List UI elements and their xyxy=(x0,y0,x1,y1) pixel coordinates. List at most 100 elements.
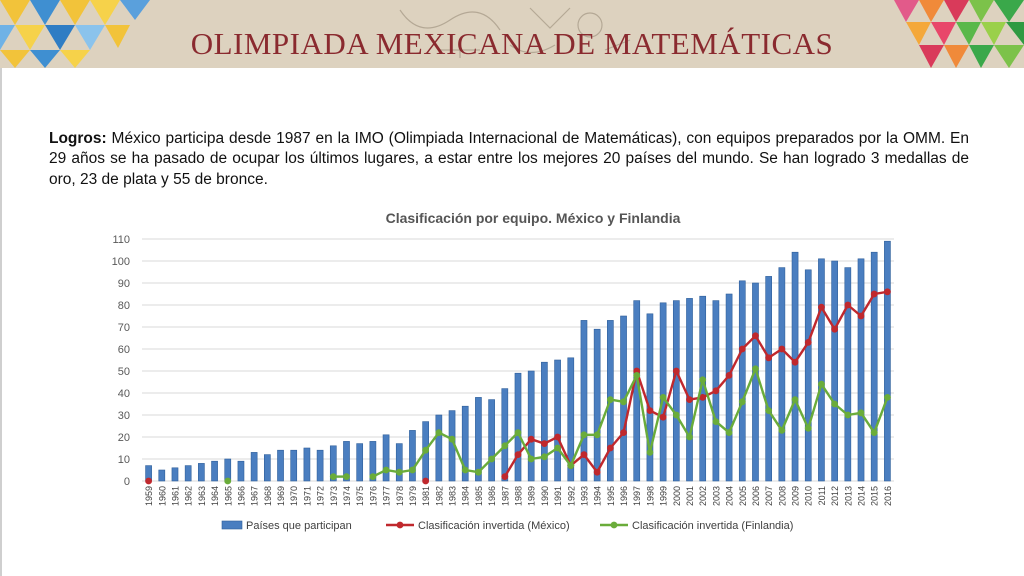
line-segment-mexico xyxy=(596,447,612,473)
point-finland xyxy=(686,433,693,441)
point-finland xyxy=(620,398,627,406)
line-segment-finland xyxy=(701,379,718,422)
legend-label-finland: Clasificación invertida (Finlandia) xyxy=(632,520,793,532)
y-tick-label: 60 xyxy=(118,344,130,356)
x-tick-label: 1998 xyxy=(645,486,655,506)
x-tick-label: 2001 xyxy=(685,486,695,506)
line-segment-finland xyxy=(807,383,823,429)
x-tick-label: 1989 xyxy=(527,486,537,506)
point-finland xyxy=(461,466,469,474)
bar-participants xyxy=(501,388,509,482)
point-finland xyxy=(699,376,707,384)
bar-participants xyxy=(382,434,390,482)
y-tick-label: 110 xyxy=(112,234,130,246)
line-segment-mexico xyxy=(728,348,744,376)
line-segment-finland xyxy=(569,434,586,467)
point-finland xyxy=(475,468,482,476)
triangle-pattern-left xyxy=(0,0,150,68)
point-mexico xyxy=(527,435,535,443)
x-tick-label: 1959 xyxy=(144,486,154,506)
bar-participants xyxy=(395,443,403,482)
bar-participants xyxy=(488,399,495,482)
bar-participants xyxy=(844,267,852,482)
x-tick-label: 1985 xyxy=(474,486,484,506)
bar-participants xyxy=(752,282,759,482)
bar-participants xyxy=(567,357,575,482)
x-tick-label: 1972 xyxy=(316,486,326,506)
bar-participants xyxy=(250,452,258,482)
point-finland xyxy=(369,473,377,480)
line-segment-finland xyxy=(873,396,889,434)
point-finland xyxy=(884,394,891,401)
y-tick-label: 90 xyxy=(118,278,130,290)
x-tick-label: 1966 xyxy=(236,486,246,506)
triangle-pattern-right xyxy=(894,0,1024,68)
point-mexico xyxy=(145,477,152,485)
point-mexico xyxy=(646,407,654,414)
x-tick-label: 2013 xyxy=(843,486,853,506)
bar-participants xyxy=(527,370,535,482)
point-mexico xyxy=(514,451,522,458)
point-mexico xyxy=(580,451,588,458)
line-segment-finland xyxy=(741,368,757,403)
line-segment-finland xyxy=(820,383,836,405)
bar-participants xyxy=(461,405,469,482)
point-mexico xyxy=(844,301,852,309)
legend-marker-mexico xyxy=(396,521,404,529)
bar-participants xyxy=(409,430,416,482)
bar-participants xyxy=(211,460,218,482)
point-finland xyxy=(818,380,825,388)
y-tick-label: 10 xyxy=(118,454,130,466)
point-mexico xyxy=(540,440,548,447)
point-finland xyxy=(804,424,812,432)
x-tick-label: 1969 xyxy=(276,486,286,506)
x-tick-label: 1963 xyxy=(197,486,207,506)
point-finland xyxy=(343,473,350,480)
point-mexico xyxy=(725,372,733,379)
point-finland xyxy=(738,398,746,406)
header-banner: OLIMPIADA MEXICANA DE MATEMÁTICAS xyxy=(0,0,1024,68)
point-mexico xyxy=(606,444,614,452)
page-title: OLIMPIADA MEXICANA DE MATEMÁTICAS xyxy=(190,26,834,61)
x-tick-label: 1982 xyxy=(434,486,444,506)
x-tick-label: 1986 xyxy=(487,486,497,506)
bar-participants xyxy=(778,267,786,482)
line-segment-mexico xyxy=(583,453,599,473)
line-segment-mexico xyxy=(794,341,810,363)
point-finland xyxy=(501,442,509,450)
point-finland xyxy=(488,455,496,463)
line-segment-finland xyxy=(727,401,744,434)
point-finland xyxy=(554,444,561,452)
bar-participants xyxy=(263,454,271,482)
point-mexico xyxy=(818,303,825,311)
intro-label: Logros: xyxy=(49,129,107,147)
x-tick-label: 1960 xyxy=(157,486,167,506)
line-segment-finland xyxy=(648,397,665,453)
point-mexico xyxy=(884,288,891,296)
point-finland xyxy=(435,429,443,436)
point-finland xyxy=(580,431,588,439)
x-tick-label: 2010 xyxy=(804,486,814,506)
x-tick-label: 1995 xyxy=(606,486,616,506)
x-tick-label: 2011 xyxy=(817,486,827,505)
x-tick-label: 1990 xyxy=(540,486,550,506)
x-tick-label: 2008 xyxy=(777,486,787,506)
bar-participants xyxy=(184,465,192,482)
y-tick-label: 50 xyxy=(118,366,130,378)
line-segment-finland xyxy=(596,399,612,436)
bar-participants xyxy=(237,460,245,482)
x-tick-label: 1965 xyxy=(223,486,233,506)
point-finland xyxy=(395,468,403,476)
math-sketch-decoration xyxy=(399,7,631,58)
bar-participants xyxy=(831,260,838,482)
y-tick-label: 80 xyxy=(118,300,130,312)
x-tick-label: 1971 xyxy=(302,486,312,506)
point-mexico xyxy=(752,332,759,340)
point-finland xyxy=(409,466,416,474)
x-tick-label: 1968 xyxy=(263,486,273,506)
x-tick-label: 2004 xyxy=(725,486,735,506)
point-finland xyxy=(712,418,720,425)
x-tick-label: 2014 xyxy=(857,486,867,506)
point-finland xyxy=(765,407,773,414)
bar-participants xyxy=(686,298,693,482)
